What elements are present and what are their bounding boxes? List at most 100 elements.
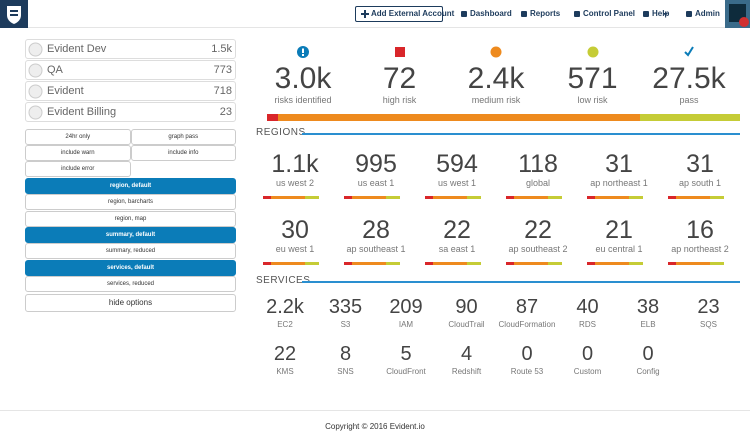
region-value: 31: [605, 150, 633, 178]
region-bar-low: [710, 196, 724, 199]
view-button[interactable]: services, reduced: [25, 275, 236, 292]
region-bar-medium: [352, 196, 386, 199]
toggle-button[interactable]: include info: [130, 145, 236, 161]
region-bar-high: [425, 262, 433, 265]
toggle-button[interactable]: include error: [25, 161, 131, 177]
service-label: S3: [340, 320, 351, 329]
section-rule: [302, 281, 740, 283]
service-label: CloudFormation: [498, 320, 556, 329]
hide-options-button[interactable]: hide options: [25, 294, 236, 312]
service-value: 335: [328, 296, 363, 318]
service-label: SNS: [337, 367, 354, 376]
region-value: 22: [443, 216, 471, 244]
service-value: 23: [697, 296, 720, 318]
nav-link[interactable]: Help: [652, 9, 670, 18]
service-value: 8: [339, 343, 352, 365]
region-label: eu west 1: [275, 244, 315, 254]
service-value: 5: [400, 343, 412, 365]
footer-rule: [0, 410, 750, 411]
account-row[interactable]: [25, 81, 236, 101]
service-value: 0: [642, 343, 654, 365]
region-bar-low: [467, 196, 481, 199]
region-label: ap northeast 2: [671, 244, 729, 254]
summary-icon: [394, 47, 405, 57]
region-bar-high: [506, 262, 514, 265]
account-status: [28, 105, 43, 120]
summary-label: low risk: [577, 95, 608, 105]
service-label: Redshift: [451, 367, 482, 376]
view-button[interactable]: services, default: [25, 259, 236, 276]
view-button[interactable]: summary, default: [25, 226, 236, 243]
region-label: sa east 1: [438, 244, 476, 254]
region-bar-medium: [352, 262, 386, 265]
account-name: QA: [47, 64, 63, 76]
region-bar-low: [629, 196, 643, 199]
region-bar-low: [467, 262, 481, 265]
region-label: global: [525, 178, 551, 188]
service-value: 40: [576, 296, 599, 318]
region-bar-medium: [595, 262, 629, 265]
view-button[interactable]: region, default: [25, 178, 236, 194]
view-button[interactable]: summary, reduced: [25, 243, 236, 260]
region-bar-high: [263, 196, 271, 199]
nav-link[interactable]: Reports: [530, 9, 561, 18]
region-bar-low: [386, 196, 400, 199]
section-title: SERVICES: [256, 275, 311, 286]
nav-link[interactable]: Admin: [695, 9, 720, 18]
view-button[interactable]: region, barcharts: [25, 194, 236, 211]
region-label: us west 2: [275, 178, 315, 188]
account-name: Evident Billing: [47, 106, 117, 118]
account-count: 718: [213, 85, 232, 97]
region-bar-low: [305, 262, 319, 265]
toggle-button[interactable]: graph pass: [130, 129, 236, 145]
region-bar-high: [344, 196, 352, 199]
region-label: ap northeast 1: [590, 178, 648, 188]
region-value: 31: [686, 150, 714, 178]
toggle-button[interactable]: 24hr only: [25, 129, 131, 145]
region-value: 594: [436, 150, 478, 178]
avatar[interactable]: [725, 0, 750, 28]
summary-label: medium risk: [471, 95, 521, 105]
account-row[interactable]: [25, 60, 236, 80]
toggle-button[interactable]: include warn: [25, 145, 131, 161]
view-button[interactable]: region, map: [25, 210, 236, 227]
region-value: 21: [605, 216, 633, 244]
region-bar-low: [548, 262, 562, 265]
region-bar-high: [668, 262, 676, 265]
region-bar-low: [548, 196, 562, 199]
region-bar-medium: [676, 262, 710, 265]
summary-value: 2.4k: [467, 62, 525, 95]
region-value: 1.1k: [271, 150, 319, 178]
account-count: 1.5k: [211, 43, 232, 55]
summary-label: high risk: [382, 95, 417, 105]
risk-bar-low: [640, 114, 740, 121]
account-row[interactable]: [25, 39, 236, 59]
account-row[interactable]: [25, 102, 236, 122]
account-status: [28, 42, 43, 57]
region-label: us east 1: [357, 178, 395, 188]
service-label: IAM: [398, 320, 414, 329]
account-status: [28, 63, 43, 78]
region-bar-medium: [271, 196, 305, 199]
logo[interactable]: [0, 0, 28, 28]
summary-value: 571: [567, 62, 618, 95]
region-bar-low: [710, 262, 724, 265]
section-rule: [302, 133, 740, 135]
region-bar-high: [587, 196, 595, 199]
service-value: 4: [460, 343, 473, 365]
nav-link[interactable]: Dashboard: [470, 9, 512, 18]
region-bar-low: [629, 262, 643, 265]
region-bar-high: [263, 262, 271, 265]
service-label: Config: [636, 367, 660, 376]
service-label: ELB: [640, 320, 656, 329]
add-account-button[interactable]: Add External Account: [355, 6, 454, 22]
nav-link[interactable]: Control Panel: [583, 9, 636, 18]
risk-bar-high: [267, 114, 278, 121]
summary-value: 72: [382, 62, 417, 95]
summary-value: 3.0k: [274, 62, 332, 95]
service-value: 38: [636, 296, 660, 318]
service-label: RDS: [579, 320, 596, 329]
account-name: Evident: [47, 85, 84, 97]
region-value: 30: [281, 216, 309, 244]
summary-icon: [587, 46, 598, 58]
